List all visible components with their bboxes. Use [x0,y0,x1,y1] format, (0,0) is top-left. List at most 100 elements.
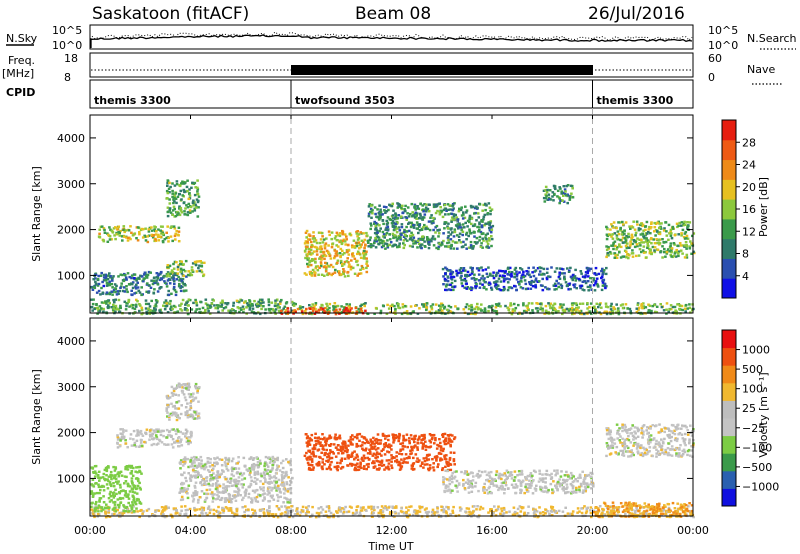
velocity-cell [112,496,116,499]
power-cell [443,203,447,206]
power-cell [486,232,489,235]
power-cell [168,207,172,210]
velocity-cell [186,402,189,405]
power-cell [384,228,387,231]
power-cell [531,309,534,312]
power-cell [326,309,330,312]
velocity-cell [124,429,128,432]
velocity-cell [187,439,190,442]
power-cell [257,304,261,308]
power-cell [451,285,454,288]
power-cell [171,239,174,243]
power-cell [381,213,384,216]
velocity-cell [243,510,246,514]
power-cell [393,234,396,237]
power-cell [150,226,153,229]
power-cell [394,212,397,215]
velocity-cell [110,477,113,481]
velocity-cell [191,494,194,497]
power-cell [445,267,449,271]
power-cell [685,253,689,257]
power-cell [418,229,422,232]
power-cell [473,231,476,234]
velocity-cell [188,507,192,511]
power-cell [173,289,177,292]
power-cell [343,309,347,312]
power-cell [689,240,692,243]
power-cell [658,222,661,225]
velocity-cell [194,396,198,399]
velocity-cell [108,492,112,496]
velocity-cell [183,386,186,390]
power-cell [425,302,429,305]
power-cell [112,307,115,310]
power-cell [438,304,441,307]
velocity-cell [677,507,680,510]
velocity-cell [209,492,212,496]
nsearch-label: N.Search [747,32,797,45]
power-cell [96,306,99,309]
power-cell [468,216,471,220]
power-cell [349,265,353,269]
power-cell [394,228,397,231]
velocity-cell [281,475,284,478]
power-cell [175,229,178,233]
velocity-cell [281,484,284,487]
power-cell [251,303,254,306]
power-cell [347,265,351,268]
power-cell [471,270,474,273]
power-cell [158,235,162,238]
power-cell [334,305,337,309]
power-cell [414,208,417,211]
power-cell [483,213,487,217]
power-cell [683,232,687,235]
power-cell [395,231,399,234]
power-cell [563,308,567,312]
velocity-cell [187,442,190,446]
power-cell [353,257,357,260]
power-cell [280,312,284,315]
power-cell [563,310,567,313]
velocity-cell [184,435,187,438]
power-cell [589,302,593,305]
power-cell [382,244,385,247]
velocity-cell [317,507,320,510]
power-cell [679,249,683,252]
velocity-cell [268,505,271,508]
power-cell [504,277,508,281]
power-cell [97,289,101,293]
velocity-cell [457,514,461,517]
velocity-cell [189,441,192,444]
velocity-cell [126,446,129,449]
power-cell [671,227,675,230]
power-cell [645,220,649,224]
velocity-cell [247,508,250,511]
power-cell [355,232,359,235]
power-cell [586,270,590,273]
velocity-cell [127,493,130,496]
power-cell [180,272,184,275]
power-cell [129,282,133,285]
power-cell [402,239,406,242]
power-cell [583,312,586,316]
power-cell [373,206,377,209]
velocity-cell [116,446,120,449]
power-cell [292,302,296,305]
velocity-cell [377,511,381,515]
power-cell [466,312,470,316]
power-cell [134,287,138,290]
velocity-cell [91,495,95,498]
power-cell [328,254,332,257]
power-cell [386,246,390,249]
power-cell [178,282,181,286]
power-cell [356,238,360,241]
velocity-cell [268,506,271,510]
power-cell [475,305,478,309]
power-cell [688,245,692,248]
power-cell [165,236,168,240]
power-cell [308,238,312,241]
velocity-cell [296,512,299,515]
power-cell [605,245,608,248]
power-cell [688,306,692,309]
power-cell [515,270,518,273]
